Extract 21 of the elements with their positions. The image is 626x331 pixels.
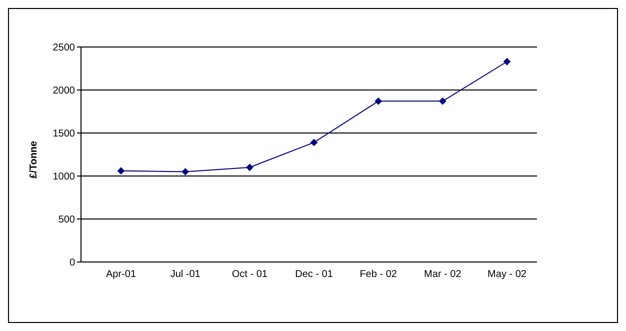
point (182, 168, 189, 176)
y-tick-label: 2500 (52, 42, 76, 54)
point (374, 98, 382, 105)
y-tick-label: 0 (69, 258, 76, 269)
x-tick-label: Apr-01 (106, 269, 136, 280)
x-tick-label: Feb - 02 (360, 269, 398, 280)
x-tick-label: May - 02 (488, 269, 527, 280)
point (439, 98, 446, 105)
point (504, 58, 510, 66)
y-tick-label: 1000 (52, 172, 76, 183)
point (310, 138, 318, 146)
x-tick-label: Jul -01 (170, 269, 201, 280)
x-tick-label: Mar - 02 (424, 269, 462, 280)
point (118, 167, 124, 174)
y-tick-label: 2000 (52, 86, 76, 97)
y-axis-title: £/Tonne (28, 140, 40, 178)
y-tick-label: 500 (58, 214, 76, 226)
x-tick-label: Oct - 01 (232, 269, 268, 280)
x-tick-label: Dec - 01 (295, 269, 334, 280)
point (246, 164, 254, 171)
y-tick-label: 1500 (52, 128, 76, 140)
